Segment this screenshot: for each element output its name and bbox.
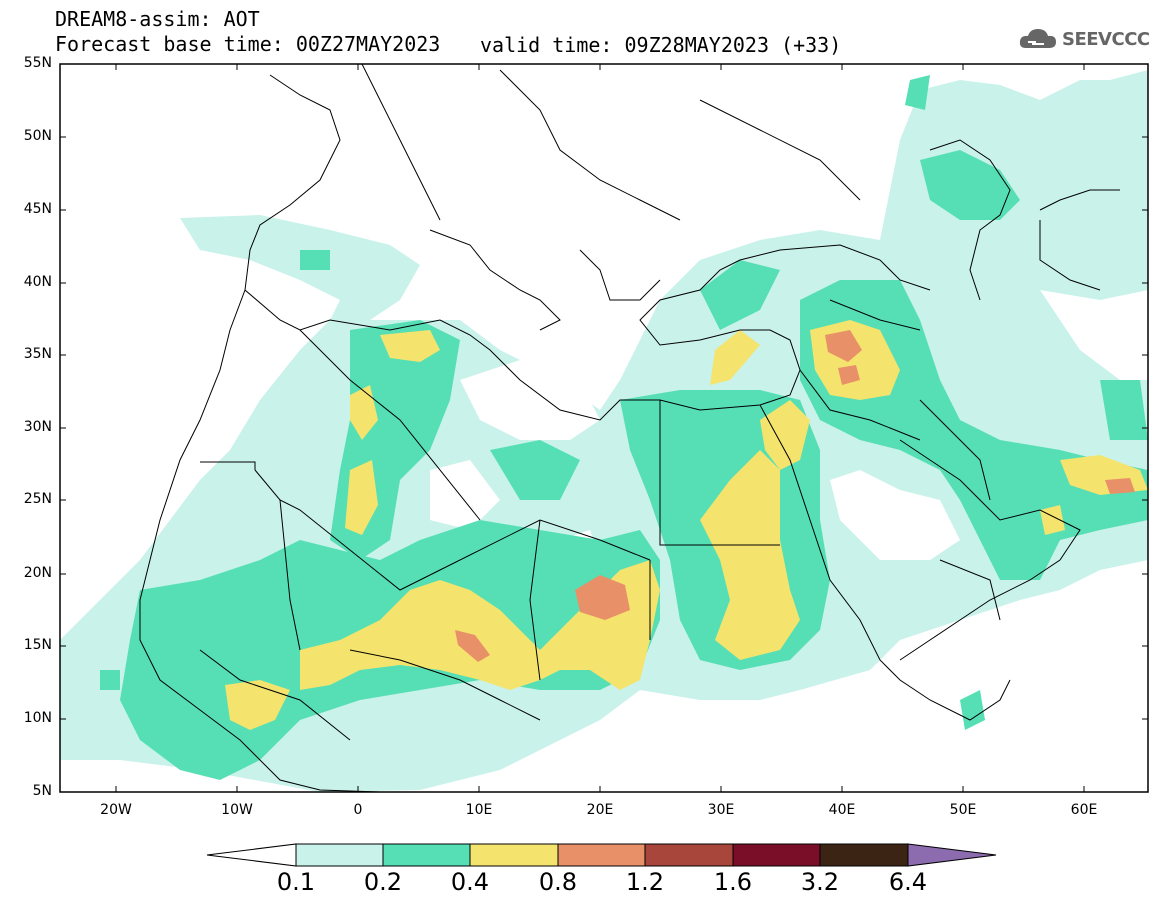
colorbar-swatch — [469, 843, 559, 867]
lat-label: 30N — [23, 419, 52, 435]
lon-label: 40E — [828, 802, 856, 818]
colorbar-label: 1.6 — [713, 868, 753, 896]
lon-label: 0 — [353, 802, 363, 818]
colorbar — [206, 843, 997, 867]
colorbar-label: 0.4 — [450, 868, 490, 896]
colorbar-under-triangle — [206, 843, 297, 867]
colorbar-swatch — [732, 843, 821, 867]
colorbar-label: 0.1 — [276, 868, 316, 896]
axis-ticks — [60, 63, 1148, 792]
valid-time: valid time: 09Z28MAY2023 (+33) — [480, 33, 842, 57]
colorbar-swatch — [557, 843, 646, 867]
lat-label: 50N — [23, 128, 52, 144]
map-title: DREAM8-assim: AOT — [55, 7, 260, 31]
lat-label: 40N — [23, 274, 52, 290]
colorbar-label: 6.4 — [888, 868, 928, 896]
colorbar-swatch — [382, 843, 471, 867]
forecast-base-time: Forecast base time: 00Z27MAY2023 — [55, 32, 441, 56]
colorbar-over-triangle — [907, 843, 997, 867]
colorbar-label: 3.2 — [800, 868, 840, 896]
lon-label: 30E — [707, 802, 735, 818]
cloud-icon — [1019, 29, 1056, 48]
lat-label: 10N — [23, 710, 52, 726]
lon-label: 10W — [221, 802, 253, 818]
lat-label: 55N — [23, 55, 52, 71]
lon-label: 20E — [586, 802, 614, 818]
colorbar-swatch — [295, 843, 384, 867]
lat-label: 35N — [23, 346, 52, 362]
aot-field — [60, 64, 1148, 792]
seevccc-logo: SEEVCCC — [1018, 24, 1158, 54]
lon-label: 10E — [465, 802, 493, 818]
lon-label: 60E — [1070, 802, 1098, 818]
colorbar-label: 0.2 — [363, 868, 403, 896]
lat-label: 25N — [23, 491, 52, 507]
lat-label: 45N — [23, 201, 52, 217]
colorbar-label: 0.8 — [538, 868, 578, 896]
colorbar-swatch — [819, 843, 909, 867]
lat-label: 20N — [23, 565, 52, 581]
lat-label: 5N — [32, 783, 52, 799]
lon-label: 50E — [949, 802, 977, 818]
colorbar-swatch — [644, 843, 734, 867]
lon-label: 20W — [100, 802, 132, 818]
colorbar-label: 1.2 — [625, 868, 665, 896]
logo-text: SEEVCCC — [1062, 28, 1150, 50]
lat-label: 15N — [23, 637, 52, 653]
aot-band-0.8 — [455, 330, 1135, 662]
coastlines-borders — [139, 64, 1120, 792]
